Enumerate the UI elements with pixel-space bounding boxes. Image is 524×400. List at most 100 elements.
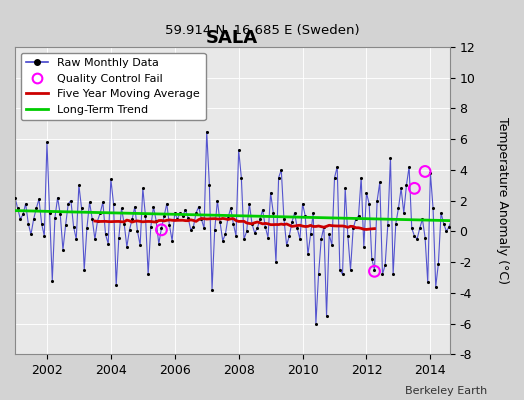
Point	[293, 225, 301, 232]
Point	[373, 198, 381, 204]
Point	[421, 168, 429, 175]
Point	[85, 199, 94, 205]
Point	[11, 194, 19, 201]
Point	[53, 194, 62, 201]
Point	[357, 174, 365, 181]
Point	[46, 210, 54, 216]
Point	[83, 225, 91, 232]
Point	[187, 227, 195, 233]
Point	[213, 198, 222, 204]
Point	[341, 185, 350, 192]
Point	[120, 220, 128, 227]
Point	[203, 128, 211, 135]
Point	[147, 224, 155, 230]
Point	[117, 205, 126, 212]
Point	[280, 216, 288, 222]
Point	[434, 260, 443, 267]
Point	[272, 259, 280, 265]
Point	[264, 234, 272, 241]
Point	[245, 200, 254, 207]
Point	[328, 242, 336, 248]
Point	[405, 164, 413, 170]
Point	[346, 266, 355, 273]
Point	[61, 222, 70, 228]
Point	[226, 205, 235, 212]
Point	[376, 179, 384, 186]
Point	[445, 224, 453, 230]
Point	[96, 210, 104, 216]
Point	[362, 190, 370, 196]
Point	[421, 234, 429, 241]
Point	[243, 228, 251, 234]
Point	[35, 196, 43, 202]
Point	[309, 210, 318, 216]
Point	[397, 185, 405, 192]
Point	[16, 216, 25, 222]
Point	[314, 271, 323, 278]
Point	[389, 271, 397, 278]
Point	[224, 214, 232, 221]
Legend: Raw Monthly Data, Quality Control Fail, Five Year Moving Average, Long-Term Tren: Raw Monthly Data, Quality Control Fail, …	[20, 52, 205, 120]
Point	[32, 205, 40, 212]
Point	[40, 233, 49, 239]
Point	[149, 204, 158, 210]
Point	[194, 204, 203, 210]
Point	[69, 224, 78, 230]
Point	[107, 176, 115, 182]
Text: Berkeley Earth: Berkeley Earth	[405, 386, 487, 396]
Point	[365, 200, 373, 207]
Point	[99, 199, 107, 205]
Point	[450, 205, 458, 212]
Point	[19, 211, 27, 218]
Point	[144, 271, 152, 278]
Point	[125, 227, 134, 233]
Point	[261, 224, 269, 230]
Point	[208, 286, 216, 293]
Point	[173, 216, 182, 222]
Point	[381, 262, 389, 268]
Point	[234, 147, 243, 153]
Point	[447, 216, 456, 222]
Point	[256, 216, 264, 222]
Point	[282, 242, 291, 248]
Point	[322, 313, 331, 319]
Point	[51, 214, 59, 221]
Point	[29, 216, 38, 222]
Point	[78, 205, 86, 212]
Title: SALA: SALA	[206, 29, 258, 47]
Point	[72, 236, 81, 242]
Point	[93, 218, 102, 224]
Point	[67, 198, 75, 204]
Point	[285, 233, 293, 239]
Point	[162, 200, 171, 207]
Point	[298, 200, 307, 207]
Point	[320, 224, 328, 230]
Point	[277, 167, 286, 173]
Point	[21, 200, 30, 207]
Point	[27, 231, 35, 238]
Point	[426, 170, 434, 176]
Point	[176, 210, 184, 216]
Point	[80, 266, 89, 273]
Point	[157, 227, 166, 233]
Point	[269, 210, 278, 216]
Point	[275, 174, 283, 181]
Point	[192, 210, 200, 216]
Point	[179, 213, 187, 219]
Point	[133, 228, 141, 234]
Point	[413, 236, 421, 242]
Point	[110, 200, 118, 207]
Point	[221, 231, 230, 238]
Point	[312, 320, 320, 327]
Point	[237, 174, 246, 181]
Point	[391, 220, 400, 227]
Point	[250, 230, 259, 236]
Point	[333, 164, 342, 170]
Point	[115, 234, 123, 241]
Point	[330, 174, 339, 181]
Point	[266, 190, 275, 196]
Point	[165, 222, 173, 228]
Point	[325, 231, 333, 238]
Point	[197, 216, 205, 222]
Point	[181, 207, 190, 213]
